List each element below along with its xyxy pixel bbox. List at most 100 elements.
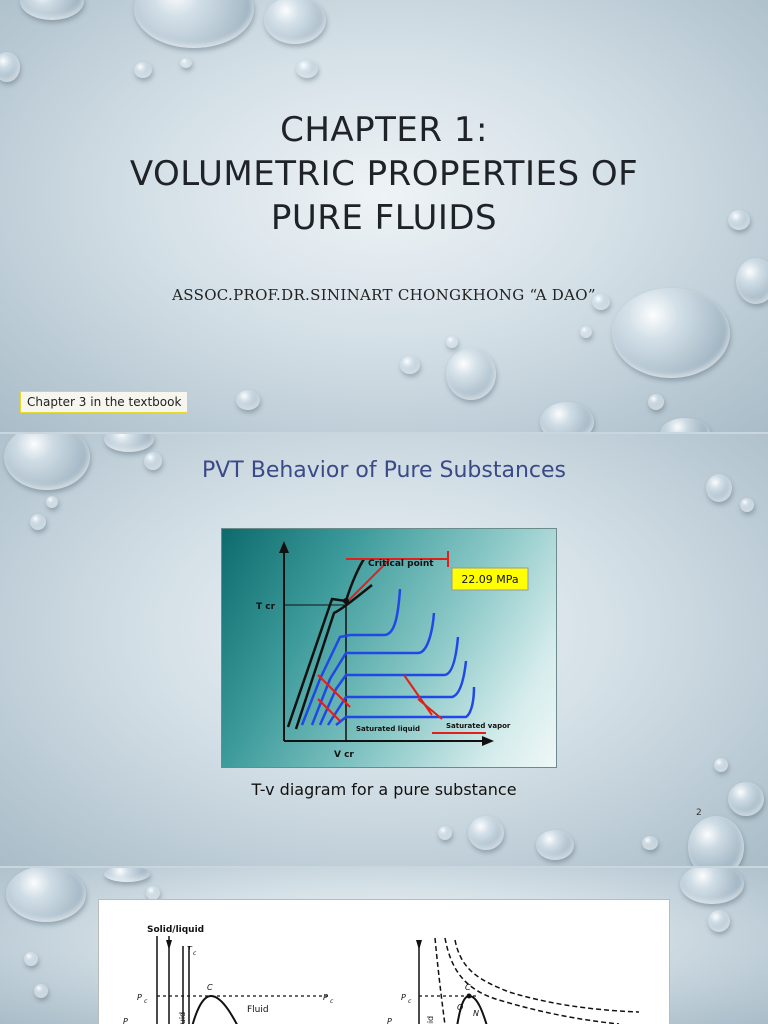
critical-point-pointer xyxy=(347,558,391,602)
figure-caption: T-v diagram for a pure substance xyxy=(251,780,517,799)
pc-subscript: c xyxy=(408,998,412,1005)
water-drop xyxy=(104,434,154,452)
pc-label-right: P xyxy=(323,993,328,1002)
water-drop xyxy=(20,0,84,20)
saturation-curve xyxy=(191,994,238,1024)
title-slide: CHAPTER 1: VOLUMETRIC PROPERTIES OF PURE… xyxy=(0,0,768,432)
solid-liquid-label: Solid/liquid xyxy=(147,925,204,935)
fluid-label: Fluid xyxy=(247,1005,269,1015)
arrow-down-icon xyxy=(416,940,422,950)
water-drop xyxy=(104,868,150,882)
water-drop xyxy=(4,434,90,490)
water-drop xyxy=(660,418,710,432)
slide-title: CHAPTER 1: VOLUMETRIC PROPERTIES OF PURE… xyxy=(0,108,768,240)
water-drop xyxy=(6,868,86,922)
isotherm-curve xyxy=(444,937,620,1024)
title-line: CHAPTER 1: xyxy=(280,110,488,150)
tv-diagram: 22.09 MPa Critical point T cr V cr Satur… xyxy=(221,528,557,768)
water-drop xyxy=(688,816,744,866)
water-drop xyxy=(46,496,58,508)
water-drop xyxy=(728,210,750,230)
saturated-vapor-pointer xyxy=(403,674,433,716)
pt-diagram-slide: Solid/liquid T c Fluid Liquid C P c P c … xyxy=(0,868,768,1024)
water-drop xyxy=(446,348,496,400)
water-drop xyxy=(438,826,452,840)
c-label: C xyxy=(465,983,471,992)
water-drop xyxy=(180,58,192,68)
isotherm-curve xyxy=(434,937,446,1024)
saturated-liquid-pointer xyxy=(317,698,341,722)
water-drop xyxy=(0,52,20,82)
saturation-curve xyxy=(286,558,366,728)
water-drop xyxy=(146,886,160,900)
isobar xyxy=(318,636,460,726)
q-label: Q xyxy=(457,1003,463,1012)
slide-title: PVT Behavior of Pure Substances xyxy=(201,458,567,483)
pressure-callout-box xyxy=(451,567,529,591)
water-drop xyxy=(540,402,594,432)
saturated-vapor-label: Saturated vapor xyxy=(446,722,511,730)
saturation-curve xyxy=(294,584,373,730)
liquid-label: Liquid xyxy=(426,1016,435,1024)
isobar xyxy=(335,686,476,726)
pressure-callout: 22.09 MPa xyxy=(461,573,518,586)
critical-point-marker xyxy=(466,993,472,999)
tc-subscript: c xyxy=(193,950,197,957)
water-drop xyxy=(580,326,592,338)
pc-label-left: P xyxy=(401,993,406,1002)
phase-diagrams: Solid/liquid T c Fluid Liquid C P c P c … xyxy=(98,899,670,1024)
critical-point-label: Critical point xyxy=(368,559,434,569)
isotherm-curve xyxy=(454,939,640,1013)
page-number: 2 xyxy=(696,808,702,818)
t-axis-arrow xyxy=(279,541,289,553)
t-cr-label: T cr xyxy=(256,602,276,612)
water-drop xyxy=(706,474,732,502)
water-drop xyxy=(736,258,768,304)
water-drop xyxy=(296,60,318,78)
pvt-slide: PVT Behavior of Pure Substances xyxy=(0,434,768,866)
water-drop xyxy=(34,984,48,998)
water-drop xyxy=(468,816,504,850)
tv-diagram-svg: 22.09 MPa Critical point T cr V cr Satur… xyxy=(256,541,529,760)
water-drop xyxy=(446,336,458,348)
isobar xyxy=(326,660,468,726)
c-label: C xyxy=(207,983,213,992)
v-axis-arrow xyxy=(482,736,494,746)
water-drop xyxy=(680,868,744,904)
water-drop xyxy=(642,836,658,850)
water-drop xyxy=(648,394,664,410)
water-drop xyxy=(728,782,764,816)
critical-point-marker xyxy=(343,598,349,604)
water-drop xyxy=(24,952,38,966)
p-axis-label: P xyxy=(387,1017,392,1024)
liquid-label: Liquid xyxy=(178,1012,187,1024)
pc-subscript: c xyxy=(330,998,334,1005)
pc-subscript: c xyxy=(144,998,148,1005)
p-axis-label: P xyxy=(123,1017,128,1024)
saturated-liquid-label: Saturated liquid xyxy=(356,725,420,733)
isobar xyxy=(300,588,402,726)
water-drop xyxy=(144,452,162,470)
title-line: PURE FLUIDS xyxy=(270,198,498,238)
title-line: VOLUMETRIC PROPERTIES OF xyxy=(129,154,639,194)
pc-label-left: P xyxy=(137,993,142,1002)
water-drop xyxy=(400,356,420,374)
tc-label: T xyxy=(187,945,193,954)
water-drop xyxy=(612,288,730,378)
water-drop xyxy=(236,390,260,410)
water-drop xyxy=(592,294,610,310)
water-drop xyxy=(714,758,728,772)
water-drop xyxy=(740,498,754,512)
n-label: N xyxy=(473,1009,479,1018)
isobar xyxy=(310,612,436,726)
textbook-note: Chapter 3 in the textbook xyxy=(20,391,189,413)
water-drop xyxy=(708,910,730,932)
author-name: ASSOC.PROF.DR.SININART CHONGKHONG “A DAO… xyxy=(172,286,596,304)
water-drop xyxy=(264,0,326,44)
water-drop xyxy=(134,0,254,48)
water-drop xyxy=(536,830,574,860)
water-drop xyxy=(134,62,152,78)
water-drop xyxy=(30,514,46,530)
saturated-vapor-pointer xyxy=(417,698,443,720)
saturated-liquid-pointer xyxy=(317,674,351,708)
